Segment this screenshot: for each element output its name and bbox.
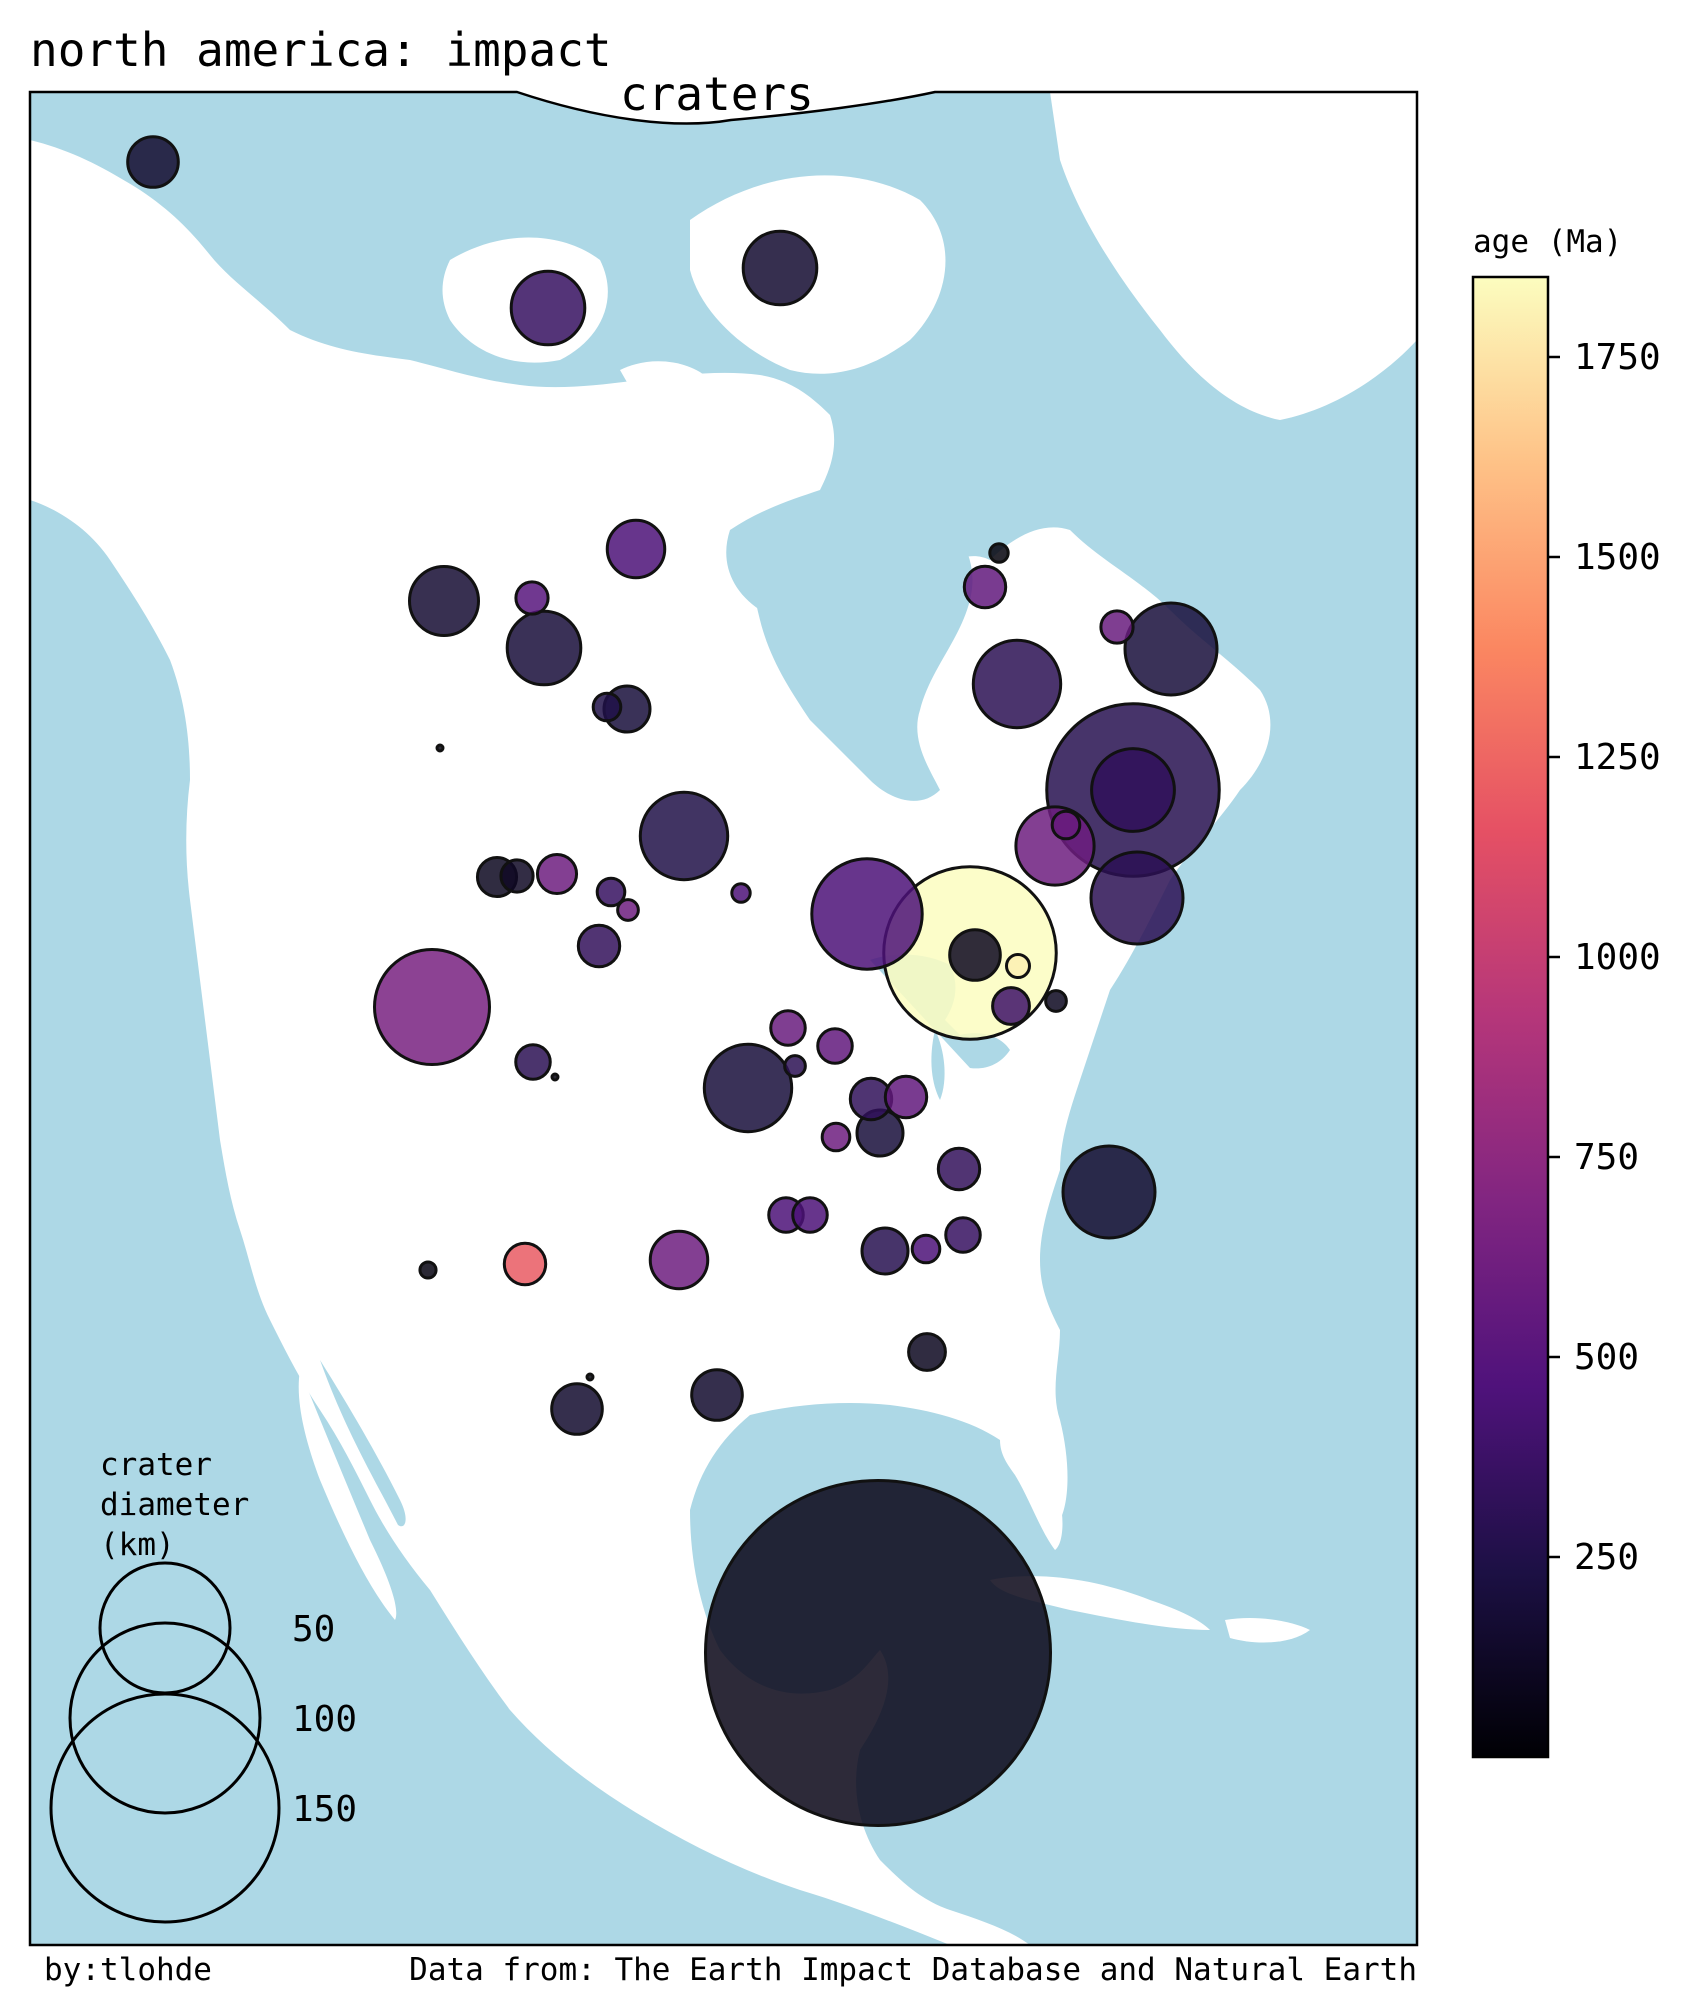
colorbar-tick-label: 750 (1574, 1137, 1639, 1178)
map-area (30, 92, 1417, 1945)
crater-point (1061, 1144, 1157, 1240)
crater-point (576, 923, 622, 969)
crater-point (126, 135, 180, 189)
colorbar: age (Ma) 250 500 750 1000 1250 1500 1750 (1471, 224, 1661, 1759)
colorbar-tick-label: 500 (1574, 1337, 1639, 1378)
crater-point (971, 638, 1063, 730)
crater-point (702, 1042, 794, 1134)
crater-point (690, 1368, 744, 1422)
colorbar-tick-label: 250 (1574, 1537, 1639, 1578)
colorbar-tick-label: 1250 (1574, 737, 1661, 778)
colorbar-gradient (1471, 275, 1550, 1759)
crater-point (535, 852, 579, 896)
crater-point (791, 1196, 829, 1234)
map-title-line2: craters (620, 67, 814, 121)
crater-point (509, 269, 587, 347)
crater-point (704, 1479, 1052, 1827)
crater-point (514, 580, 550, 616)
size-legend-title-2: diameter (100, 1487, 249, 1523)
land-hispaniola (1225, 1618, 1310, 1643)
crater-point (1123, 601, 1219, 697)
colorbar-label: age (Ma) (1473, 224, 1622, 260)
size-legend-title-3: (km) (100, 1527, 175, 1563)
size-legend-label-50: 50 (292, 1609, 335, 1650)
crater-point (591, 691, 623, 723)
map-title-line1: north america: impact (30, 23, 612, 77)
crater-point (962, 564, 1008, 610)
crater-point (769, 1009, 807, 1047)
crater-point (514, 1043, 552, 1081)
crater-point (550, 1072, 560, 1082)
size-legend-ring-100 (68, 1621, 262, 1815)
map-frame (28, 90, 1419, 1947)
crater-point (907, 1332, 947, 1372)
crater-circles (126, 135, 1221, 1827)
crater-point (648, 1229, 710, 1291)
crater-point (910, 1233, 942, 1265)
colorbar-tick-label: 1500 (1574, 537, 1661, 578)
crater-point (783, 1054, 807, 1078)
crater-point (373, 948, 491, 1066)
credit-author: by:tlohde (44, 1952, 212, 1988)
land-baja (298, 1370, 397, 1620)
size-legend-ring-150 (49, 1692, 281, 1924)
crater-point (499, 858, 535, 894)
land-island (620, 361, 710, 407)
crater-point (1050, 809, 1082, 841)
crater-point (616, 898, 640, 922)
crater-point (638, 790, 730, 882)
crater-point (550, 1382, 604, 1436)
lake-michigan (931, 1030, 945, 1100)
size-legend-label-150: 150 (292, 1789, 357, 1830)
crater-point (988, 542, 1010, 564)
size-legend-title-1: crater (100, 1447, 212, 1483)
land-cuba (990, 1576, 1210, 1630)
credit-source: Data from: The Earth Impact Database and… (409, 1952, 1417, 1988)
land-florida (1000, 1440, 1063, 1550)
crater-point (816, 1027, 854, 1065)
colorbar-ticks: 250 500 750 1000 1250 1500 1750 (1548, 337, 1661, 1578)
crater-point (1089, 850, 1185, 946)
crater-point (948, 928, 1002, 982)
colorbar-tick-label: 1750 (1574, 337, 1661, 378)
crater-point (860, 1226, 910, 1276)
size-legend: crater diameter (km) 50 100 150 (49, 1447, 357, 1924)
crater-point (936, 1146, 982, 1192)
crater-point (505, 609, 583, 687)
crater-point (820, 1121, 852, 1153)
crater-point (585, 1372, 595, 1382)
crater-point (730, 882, 752, 904)
gulf-of-california (320, 1360, 406, 1527)
crater-point (883, 1074, 929, 1120)
crater-point (741, 229, 819, 307)
land-greenland (1050, 92, 1417, 420)
crater-point (1044, 989, 1068, 1013)
crater-point (502, 1241, 548, 1287)
crater-point (991, 986, 1031, 1026)
hudson-bay (750, 489, 973, 801)
crater-point (1005, 953, 1031, 979)
crater-point (408, 565, 480, 637)
crater-point (435, 743, 445, 753)
crater-point (810, 857, 924, 971)
colorbar-tick-label: 1000 (1574, 937, 1661, 978)
crater-point (1090, 747, 1176, 833)
crater-point (944, 1216, 982, 1254)
crater-point (418, 1260, 438, 1280)
crater-point (595, 876, 627, 908)
crater-point (605, 518, 667, 580)
crater-point (1099, 609, 1135, 645)
size-legend-label-100: 100 (292, 1699, 357, 1740)
